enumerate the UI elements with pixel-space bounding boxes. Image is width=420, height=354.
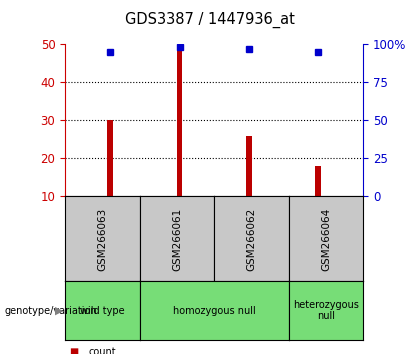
Text: GSM266064: GSM266064 — [321, 207, 331, 270]
Text: ■: ■ — [69, 347, 79, 354]
Text: wild type: wild type — [80, 306, 125, 316]
Text: homozygous null: homozygous null — [173, 306, 256, 316]
Text: genotype/variation: genotype/variation — [4, 306, 97, 316]
Text: heterozygous
null: heterozygous null — [293, 300, 359, 321]
Text: GDS3387 / 1447936_at: GDS3387 / 1447936_at — [125, 11, 295, 28]
Text: GSM266063: GSM266063 — [97, 207, 108, 270]
Text: GSM266061: GSM266061 — [172, 207, 182, 270]
Bar — [246, 136, 252, 196]
Text: count: count — [88, 347, 116, 354]
Text: GSM266062: GSM266062 — [247, 207, 257, 270]
Text: ▶: ▶ — [55, 306, 63, 316]
Bar — [315, 166, 321, 196]
Bar — [177, 48, 182, 196]
Bar — [108, 120, 113, 196]
